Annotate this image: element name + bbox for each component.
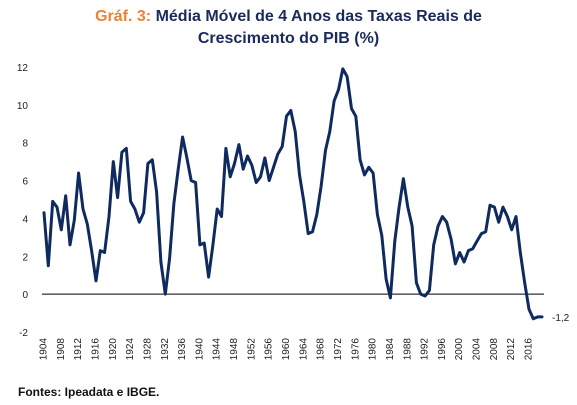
x-tick-label: 1996 bbox=[437, 338, 448, 361]
y-tick-label: 6 bbox=[22, 177, 28, 188]
x-tick-label: 1924 bbox=[125, 338, 136, 361]
x-tick-label: 1992 bbox=[420, 338, 431, 361]
chart-title: Gráf. 3: Média Móvel de 4 Anos das Taxas… bbox=[0, 6, 577, 50]
x-tick-label: 2012 bbox=[506, 338, 517, 361]
y-tick-label: 0 bbox=[22, 290, 28, 301]
x-tick-label: 1912 bbox=[73, 338, 84, 361]
chart-title-line-1: Gráf. 3: Média Móvel de 4 Anos das Taxas… bbox=[0, 6, 577, 28]
x-tick-label: 2016 bbox=[524, 338, 535, 361]
x-tick-label: 2008 bbox=[489, 338, 500, 361]
x-tick-label: 1952 bbox=[246, 338, 257, 361]
x-tick-label: 1928 bbox=[142, 338, 153, 361]
x-tick-label: 1972 bbox=[333, 338, 344, 361]
y-tick-label: 8 bbox=[22, 139, 28, 150]
x-tick-label: 1960 bbox=[281, 338, 292, 361]
x-tick-label: 1916 bbox=[90, 338, 101, 361]
x-tick-label: 1936 bbox=[177, 338, 188, 361]
x-tick-label: 1904 bbox=[39, 338, 50, 361]
y-tick-label: 2 bbox=[22, 252, 28, 263]
y-tick-label: -2 bbox=[19, 328, 28, 339]
x-tick-label: 1908 bbox=[56, 338, 67, 361]
x-tick-label: 2004 bbox=[472, 338, 483, 361]
series-line bbox=[42, 67, 544, 321]
x-tick-label: 1984 bbox=[385, 338, 396, 361]
y-tick-label: 4 bbox=[22, 214, 28, 225]
chart-title-prefix: Gráf. 3: bbox=[95, 8, 152, 25]
chart-title-line-1-text: Média Móvel de 4 Anos das Taxas Reais de bbox=[155, 8, 482, 25]
x-tick-label: 1964 bbox=[298, 338, 309, 361]
y-tick-label: 10 bbox=[17, 101, 29, 112]
x-tick-label: 1920 bbox=[108, 338, 119, 361]
x-tick-label: 1980 bbox=[368, 338, 379, 361]
x-tick-label: 1976 bbox=[350, 338, 361, 361]
x-tick-label: 1944 bbox=[212, 338, 223, 361]
source-note: Fontes: Ipeadata e IBGE. bbox=[18, 385, 160, 399]
x-tick-label: 1988 bbox=[402, 338, 413, 361]
x-tick-label: 1956 bbox=[264, 338, 275, 361]
x-tick-label: 1968 bbox=[316, 338, 327, 361]
x-tick-label: 1948 bbox=[229, 338, 240, 361]
x-tick-label: 2000 bbox=[454, 338, 465, 361]
end-value-label: -1,2 bbox=[552, 313, 570, 324]
x-tick-label: 1932 bbox=[160, 338, 171, 361]
y-tick-label: 12 bbox=[17, 63, 29, 74]
x-tick-label: 1940 bbox=[194, 338, 205, 361]
chart-title-line-2: Crescimento do PIB (%) bbox=[197, 30, 380, 47]
